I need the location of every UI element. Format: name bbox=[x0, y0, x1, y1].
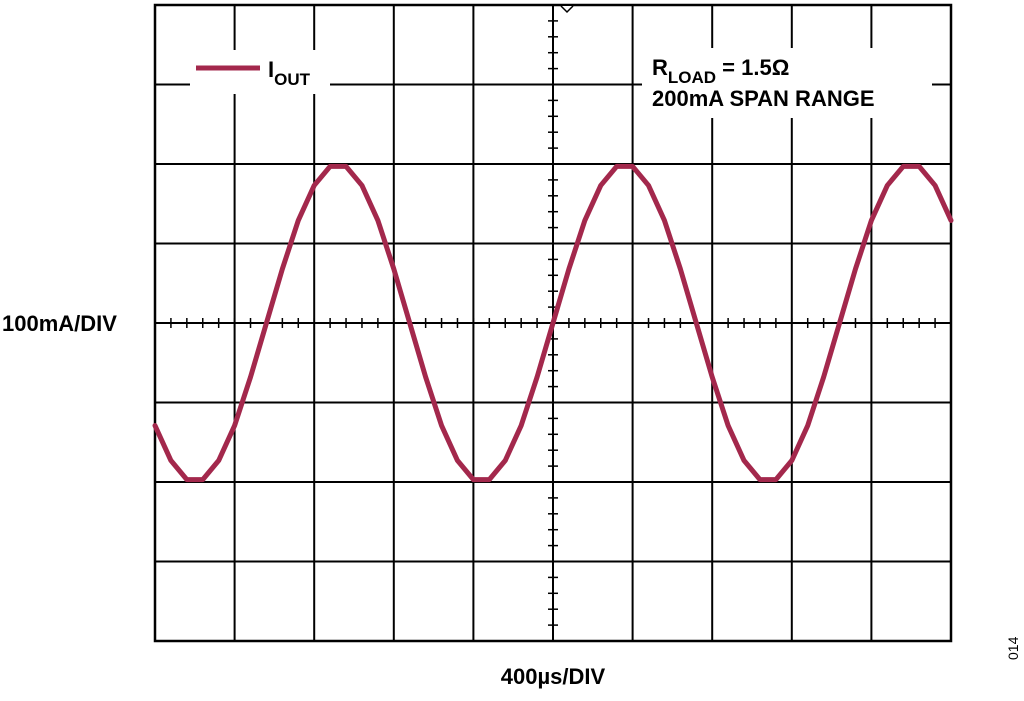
y-axis-label: 100mA/DIV bbox=[2, 311, 117, 336]
legend-text: I bbox=[268, 57, 274, 82]
legend-subscript: OUT bbox=[274, 70, 311, 89]
annotation-text: R bbox=[652, 55, 668, 80]
plot-frame bbox=[153, 3, 953, 643]
annotation: 200mA SPAN RANGE bbox=[652, 86, 875, 111]
annotation-box bbox=[642, 48, 932, 118]
trigger-marker bbox=[560, 5, 574, 14]
legend-box bbox=[190, 50, 330, 94]
plot bbox=[152, 163, 954, 483]
data-line bbox=[152, 163, 954, 483]
legend-label: IOUT bbox=[268, 57, 311, 89]
x-axis-label: 400µs/DIV bbox=[501, 664, 606, 689]
annotation-subscript: LOAD bbox=[668, 68, 716, 87]
figure-id: 014 bbox=[1005, 636, 1021, 660]
annotation-text: = 1.5Ω bbox=[716, 55, 789, 80]
annotation: RLOAD = 1.5Ω bbox=[652, 55, 789, 87]
